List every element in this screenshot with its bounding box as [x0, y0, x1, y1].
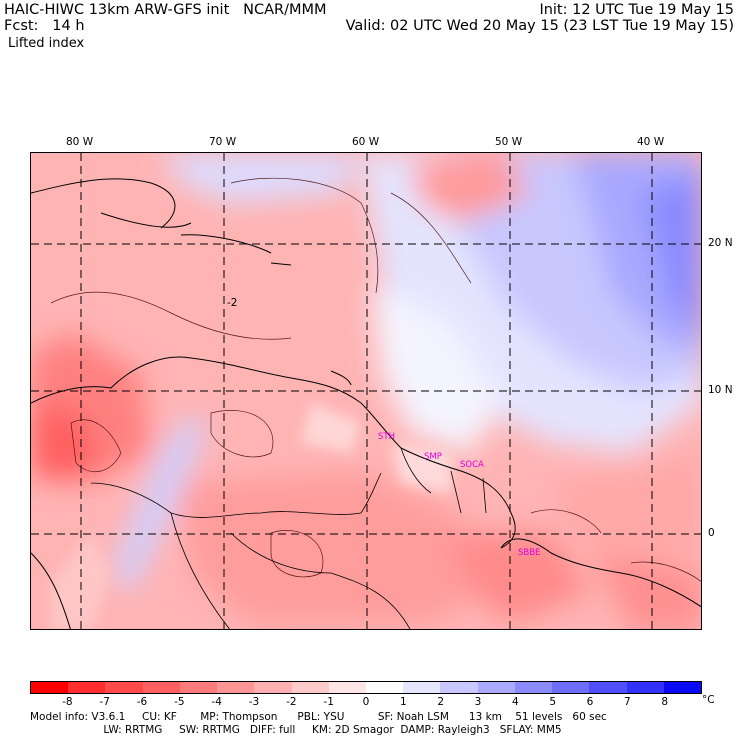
colorbar-swatch: [589, 682, 627, 693]
lifted-index-map: -2 STH SMP SOCA SBBE: [30, 152, 702, 630]
field-name: Lifted index: [8, 36, 85, 51]
colorbar-label: 7: [623, 696, 631, 708]
colorbar-swatch: [440, 682, 478, 693]
colorbar-swatch: [403, 682, 441, 693]
contour-lines: [50, 177, 701, 582]
lat-label-0: 0: [708, 527, 715, 539]
colorbar-label: 5: [549, 696, 556, 708]
colorbar-label: -7: [99, 696, 110, 708]
init-time: Init: 12 UTC Tue 19 May 15: [539, 2, 734, 18]
lon-label-60w: 60 W: [352, 136, 380, 148]
colorbar-swatch: [328, 682, 366, 693]
forecast-hour: Fcst: 14 h: [4, 18, 85, 34]
colorbar-swatch: [31, 682, 69, 693]
lon-label-80w: 80 W: [66, 136, 94, 148]
colorbar-swatch: [217, 682, 255, 693]
colorbar-unit: °C: [702, 694, 715, 706]
colorbar-label: -4: [211, 696, 222, 708]
colorbar-label: 0: [362, 696, 370, 708]
lat-label-10n: 10 N: [708, 384, 733, 396]
colorbar-swatch: [68, 682, 106, 693]
colorbar-swatch: [254, 682, 292, 693]
field-shading: [31, 153, 701, 629]
colorbar-swatch: [663, 682, 701, 693]
colorbar-swatch: [179, 682, 218, 693]
colorbar-label: 2: [437, 696, 444, 708]
colorbar-swatch: [626, 682, 664, 693]
colorbar-swatch: [291, 682, 329, 693]
coastlines: [31, 178, 701, 629]
lon-label-40w: 40 W: [637, 136, 665, 148]
station-sbbe: SBBE: [518, 548, 541, 558]
colorbar-swatch: [552, 682, 590, 693]
colorbar-label: 1: [399, 696, 407, 708]
colorbar-swatch: [105, 682, 143, 693]
colorbar-swatch: [365, 682, 404, 693]
model-title: HAIC-HIWC 13km ARW-GFS init NCAR/MMM: [4, 2, 327, 18]
colorbar-swatch: [142, 682, 180, 693]
colorbar-label: 6: [586, 696, 594, 708]
station-sth: STH: [378, 432, 395, 442]
colorbar-label: -5: [174, 696, 185, 708]
colorbar-label: 4: [511, 696, 519, 708]
model-info-line-2: LW: RRTMG SW: RRTMG DIFF: full KM: 2D Sm…: [30, 724, 562, 736]
station-smp: SMP: [424, 452, 442, 462]
lon-label-70w: 70 W: [209, 136, 237, 148]
valid-time: Valid: 02 UTC Wed 20 May 15 (23 LST Tue …: [345, 18, 734, 34]
colorbar-label: -6: [136, 696, 148, 708]
lon-label-50w: 50 W: [495, 136, 523, 148]
colorbar-swatch: [514, 682, 553, 693]
model-info-line-1: Model info: V3.6.1 CU: KF MP: Thompson P…: [30, 711, 607, 723]
colorbar-label: -1: [323, 696, 334, 708]
contour-value-label: -2: [227, 297, 238, 309]
colorbar-label: -3: [248, 696, 260, 708]
colorbar-label: 3: [474, 696, 482, 708]
colorbar-label: -8: [62, 696, 73, 708]
map-canvas: [31, 153, 701, 629]
colorbar-label: -2: [286, 696, 297, 708]
country-borders: [90, 447, 487, 629]
station-soca: SOCA: [460, 460, 484, 470]
colorbar: [30, 681, 702, 694]
colorbar-swatch: [477, 682, 515, 693]
field-detail: [51, 403, 451, 629]
colorbar-label: 8: [661, 696, 668, 708]
lat-lon-grid: [31, 153, 701, 629]
lat-label-20n: 20 N: [708, 237, 733, 249]
